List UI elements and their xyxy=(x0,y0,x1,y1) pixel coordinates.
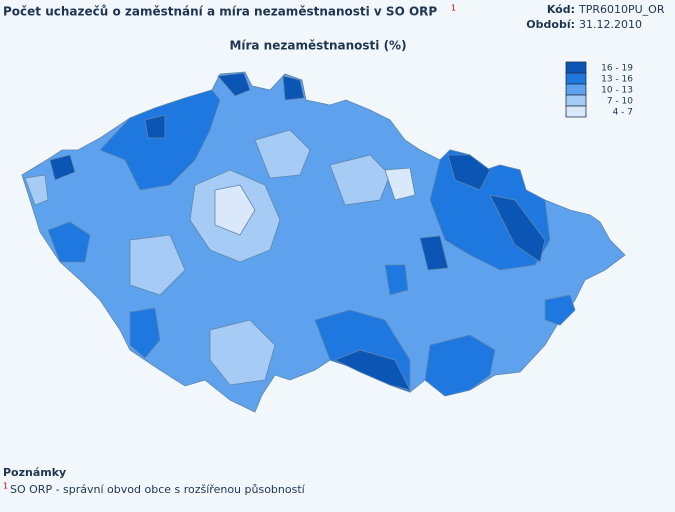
region xyxy=(254,129,311,179)
region xyxy=(217,72,251,97)
page-title: Počet uchazečů o zaměstnání a míra nezam… xyxy=(3,5,437,19)
region xyxy=(209,319,276,386)
map xyxy=(21,71,626,413)
region xyxy=(419,235,449,271)
region xyxy=(99,89,221,191)
note-text: SO ORP - správní obvod obce s rozšířenou… xyxy=(10,483,306,496)
code: TPR6010PU_OR xyxy=(578,3,665,16)
region xyxy=(129,307,161,359)
region xyxy=(424,334,496,397)
period-label: Období: xyxy=(526,18,575,31)
region xyxy=(129,234,186,296)
legend-swatch xyxy=(565,72,587,85)
region xyxy=(24,174,49,206)
region xyxy=(47,221,91,263)
note-marker: 1 xyxy=(3,482,8,491)
legend-label: 13 - 16 xyxy=(601,75,633,85)
legend-label: 4 - 7 xyxy=(613,108,633,118)
region xyxy=(144,114,166,139)
region xyxy=(282,75,305,101)
region xyxy=(489,194,546,263)
legend-swatch xyxy=(565,94,587,107)
period: 31.12.2010 xyxy=(579,18,642,31)
notes-title: Poznámky xyxy=(3,466,66,479)
region xyxy=(214,184,256,236)
legend-label: 16 - 19 xyxy=(601,64,633,74)
title-note: 1 xyxy=(451,4,456,13)
region xyxy=(384,264,409,296)
legend-label: 7 - 10 xyxy=(607,97,633,107)
legend-label: 10 - 13 xyxy=(601,86,633,96)
region xyxy=(544,294,576,326)
legend-swatch xyxy=(565,105,587,118)
legend-swatch xyxy=(565,83,587,96)
map-title: Míra nezaměstnanosti (%) xyxy=(229,39,406,53)
region xyxy=(334,349,411,391)
region xyxy=(447,154,491,191)
region xyxy=(329,154,391,206)
code-label: Kód: xyxy=(547,3,575,16)
region xyxy=(49,154,76,181)
region xyxy=(384,167,416,201)
legend-swatch xyxy=(565,61,587,74)
